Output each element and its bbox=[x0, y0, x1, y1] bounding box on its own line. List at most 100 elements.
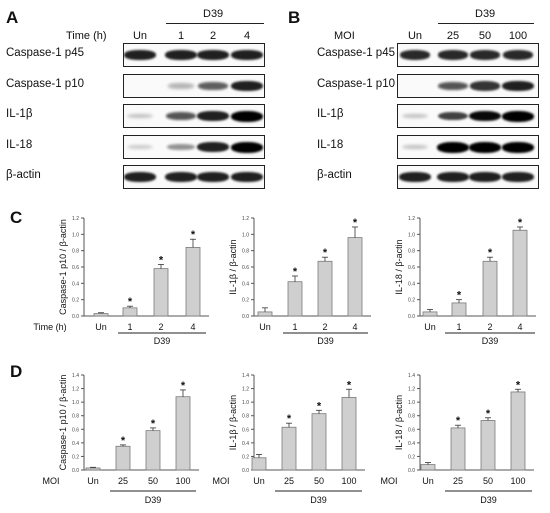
blot-band bbox=[437, 50, 469, 60]
bar bbox=[145, 430, 161, 471]
x-tick-label: 1 bbox=[456, 322, 461, 332]
x-tick-label: 25 bbox=[453, 476, 463, 486]
panel-a-row-label: IL-1β bbox=[6, 108, 33, 120]
y-tick-label: 1.0 bbox=[72, 400, 79, 406]
x-tick-label: 4 bbox=[190, 322, 195, 332]
significance-star: * bbox=[457, 290, 462, 302]
y-tick-label: 1.2 bbox=[72, 216, 79, 222]
x-tick-label: 2 bbox=[322, 322, 327, 332]
blot-band bbox=[231, 141, 263, 153]
bar bbox=[257, 311, 273, 317]
y-axis-title: Caspase-1 p10 / β-actin bbox=[58, 375, 68, 471]
y-tick-label: 0.2 bbox=[242, 298, 249, 304]
blot-band bbox=[469, 50, 501, 60]
significance-star: * bbox=[353, 217, 358, 229]
blot-strip bbox=[397, 104, 539, 128]
y-tick-label: 0.6 bbox=[72, 427, 79, 433]
panel-a-letter: A bbox=[6, 8, 19, 27]
blot-band bbox=[438, 81, 468, 91]
bar bbox=[317, 260, 333, 317]
blot-band bbox=[469, 172, 501, 182]
y-tick-label: 1.0 bbox=[408, 400, 415, 406]
y-tick-label: 0.0 bbox=[242, 314, 249, 320]
bar bbox=[341, 396, 357, 471]
x-tick-label: 50 bbox=[483, 476, 493, 486]
y-tick-label: 0.4 bbox=[408, 441, 415, 447]
group-label: D39 bbox=[154, 336, 171, 346]
y-tick-label: 0.2 bbox=[408, 454, 415, 460]
blot-band bbox=[126, 113, 154, 119]
panel-b-condition-label: Un bbox=[407, 30, 423, 42]
blot-band bbox=[231, 50, 263, 60]
bar bbox=[512, 229, 528, 317]
blot-band bbox=[166, 111, 196, 121]
x-tick-label: 4 bbox=[517, 322, 522, 332]
panel-a-row-label: IL-18 bbox=[6, 139, 33, 151]
group-label: D39 bbox=[145, 495, 162, 505]
x-tick-label: 50 bbox=[148, 476, 158, 486]
y-tick-label: 0.4 bbox=[242, 281, 249, 287]
blot-band bbox=[167, 143, 195, 151]
blot-band bbox=[126, 144, 154, 150]
blot-band bbox=[437, 111, 469, 121]
significance-star: * bbox=[159, 255, 164, 267]
x-tick-label: Un bbox=[422, 476, 434, 486]
bar bbox=[175, 396, 191, 471]
y-axis-title: IL-18 / β-actin bbox=[394, 395, 404, 450]
blot-band bbox=[502, 172, 534, 182]
y-tick-label: 1.2 bbox=[72, 387, 79, 393]
bar bbox=[93, 313, 109, 317]
panel-b-row-label: Caspase-1 p10 bbox=[317, 78, 395, 90]
significance-star: * bbox=[518, 217, 523, 229]
y-tick-label: 0.8 bbox=[408, 414, 415, 420]
blot-band bbox=[502, 141, 534, 153]
y-tick-label: 0.4 bbox=[72, 441, 79, 447]
y-tick-label: 1.0 bbox=[242, 232, 249, 238]
blot-strip bbox=[123, 104, 265, 128]
x-tick-label: 1 bbox=[127, 322, 132, 332]
significance-star: * bbox=[191, 229, 196, 241]
significance-star: * bbox=[121, 435, 126, 447]
y-tick-label: 0.6 bbox=[242, 265, 249, 271]
y-tick-label: 0.6 bbox=[242, 427, 249, 433]
x-tick-label: Un bbox=[87, 476, 99, 486]
group-label: D39 bbox=[482, 336, 499, 346]
blot-band bbox=[165, 172, 197, 182]
panel-b-condition-label: 25 bbox=[446, 30, 460, 42]
bar bbox=[510, 391, 526, 471]
significance-star: * bbox=[128, 296, 133, 308]
significance-star: * bbox=[317, 400, 322, 412]
x-tick-label: 4 bbox=[352, 322, 357, 332]
x-tick-label: 2 bbox=[158, 322, 163, 332]
y-tick-label: 0.6 bbox=[408, 265, 415, 271]
significance-star: * bbox=[287, 413, 292, 425]
blot-band bbox=[197, 111, 229, 121]
x-tick-label: 25 bbox=[118, 476, 128, 486]
panel-c-letter: C bbox=[10, 208, 23, 227]
bar bbox=[420, 464, 436, 471]
blot-band bbox=[502, 50, 534, 60]
group-label: D39 bbox=[480, 495, 497, 505]
blot-band bbox=[197, 50, 229, 60]
blot-strip bbox=[123, 165, 265, 189]
blot-strip bbox=[123, 74, 265, 98]
significance-star: * bbox=[181, 380, 186, 392]
panel-a-condition-label: 4 bbox=[243, 30, 251, 42]
y-tick-label: 1.4 bbox=[72, 373, 79, 379]
blot-strip bbox=[123, 43, 265, 67]
significance-star: * bbox=[486, 408, 491, 420]
panel-a-row-label: Caspase-1 p45 bbox=[6, 47, 84, 59]
y-tick-label: 0.2 bbox=[72, 454, 79, 460]
bar bbox=[480, 420, 496, 471]
significance-star: * bbox=[293, 266, 298, 278]
y-tick-label: 0.8 bbox=[72, 249, 79, 255]
y-tick-label: 0.8 bbox=[72, 414, 79, 420]
panel-b-condition-label: 100 bbox=[508, 30, 528, 42]
blot-band bbox=[231, 81, 263, 91]
y-tick-label: 0.4 bbox=[408, 281, 415, 287]
x-tick-label: Un bbox=[95, 322, 107, 332]
blot-band bbox=[165, 50, 197, 60]
bar bbox=[122, 307, 138, 317]
bar bbox=[281, 426, 297, 471]
y-axis-title: IL-1β / β-actin bbox=[228, 395, 238, 450]
